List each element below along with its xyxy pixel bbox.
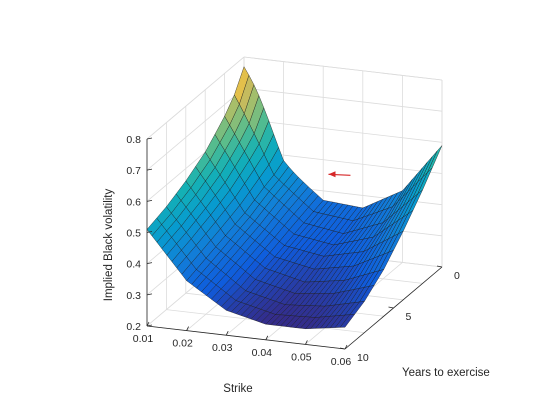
x-tick-label: 0.02 [172,338,193,350]
x-tick-mark [344,344,348,350]
x-tick-mark [305,340,308,345]
z-tick-mark [146,262,153,265]
z-tick-mark [146,324,153,327]
tick-labels: 0.2 0.3 0.4 0.5 0.6 0.7 0.8 0.01 0.02 0.03 0.04 0.0… [126,134,460,368]
y-tick-mark [339,347,346,350]
z-tick-label: 0.2 [126,321,141,333]
grid-line [146,87,245,171]
z-tick-label: 0.8 [126,134,141,146]
z-tick-mark [146,168,153,171]
x-tick-mark [186,326,189,331]
grid-line [243,118,443,143]
y-tick-label: 5 [406,311,412,323]
x-axis-line [146,325,346,350]
volatility-surface [146,66,443,330]
x-tick-label: 0.01 [133,333,154,345]
annotation-marker [328,171,351,178]
y-tick-label: 10 [357,352,369,364]
z-tick-mark [146,199,153,202]
z-tick-label: 0.3 [126,290,141,302]
z-tick-mark [146,293,153,296]
x-tick-label: 0.05 [291,351,312,363]
z-tick-label: 0.4 [126,259,141,271]
grid-line [146,56,245,140]
z-tick-label: 0.5 [126,228,141,240]
annotation-arrow-head [328,171,336,178]
x-tick-mark [265,335,269,340]
grid-line [243,56,443,81]
y-tick-label: 0 [454,270,460,282]
x-tick-label: 0.06 [331,356,352,368]
x-tick-label: 0.03 [212,342,233,354]
surface-patch [427,145,443,173]
x-tick-mark [146,321,150,327]
x-axis-label: Strike [223,383,252,395]
z-tick-mark [146,137,153,140]
y-tick-mark [436,265,443,268]
z-tick-label: 0.6 [126,196,141,208]
y-axis-label: Years to exercise [402,367,490,379]
z-tick-mark [146,231,153,233]
chart-axes [146,137,443,350]
z-axis-label: Implied Black volatility [103,189,115,302]
x-tick-label: 0.04 [252,347,273,359]
grid-line [243,87,443,112]
y-tick-mark [388,306,394,309]
z-tick-label: 0.7 [126,165,141,177]
x-tick-mark [225,331,229,336]
